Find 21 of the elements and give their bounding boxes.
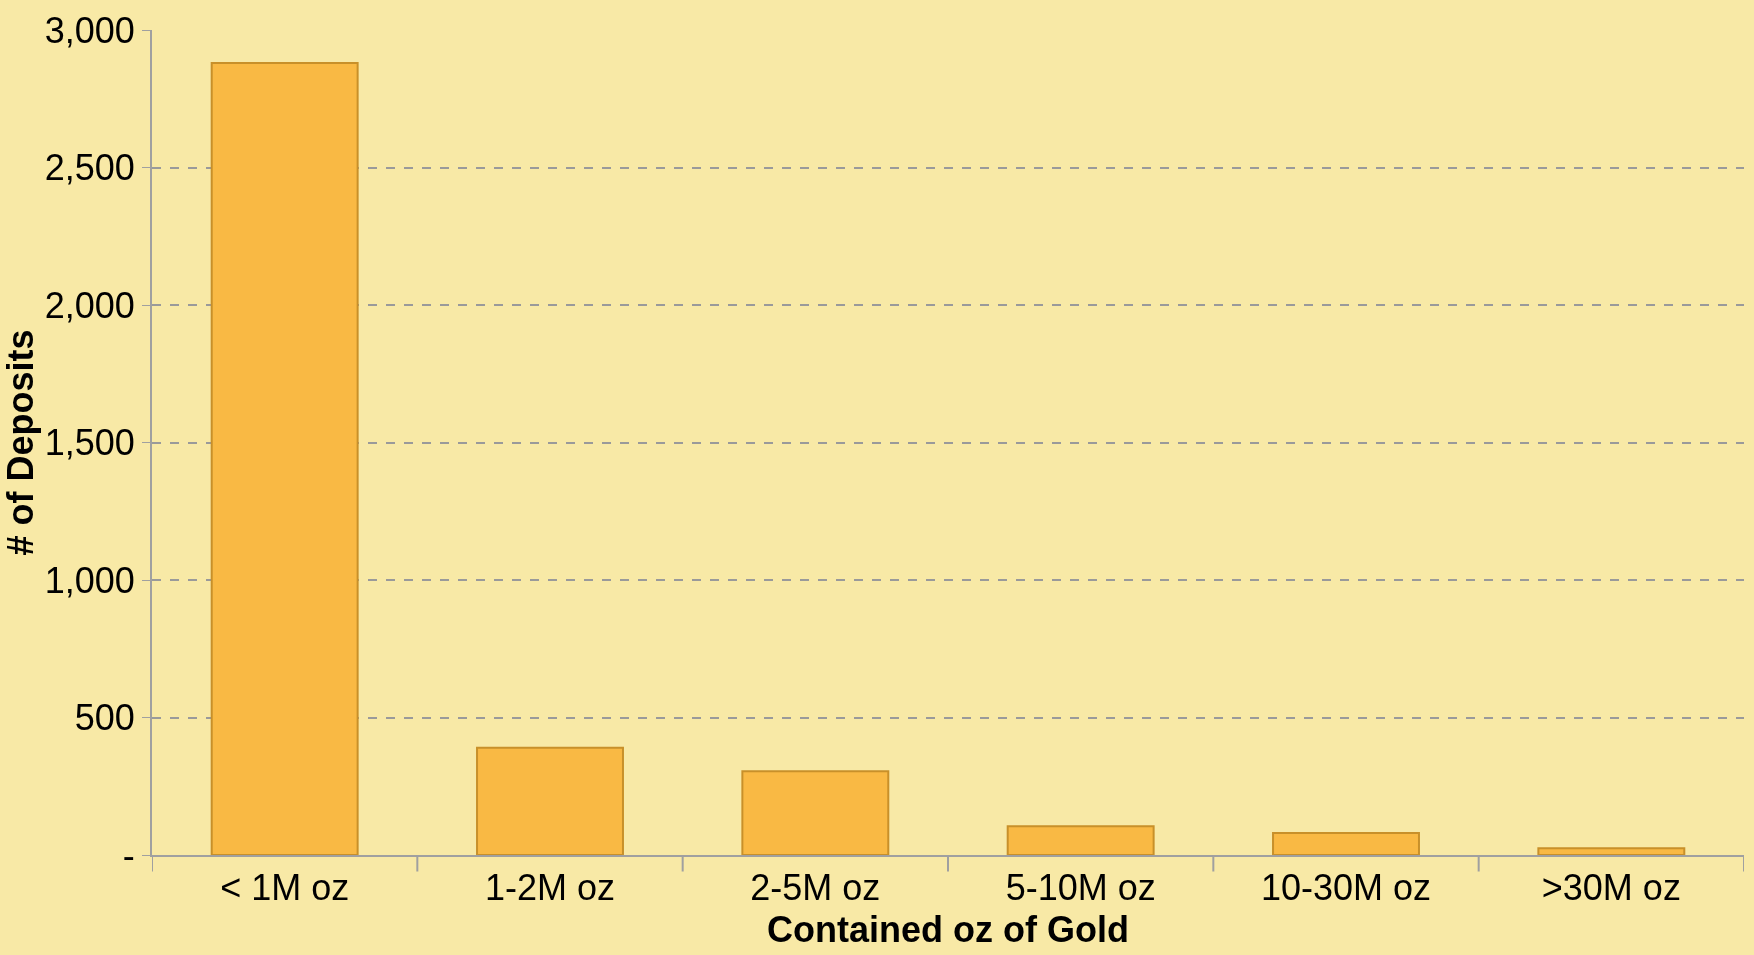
bar bbox=[1272, 832, 1420, 855]
bar bbox=[1006, 825, 1155, 855]
x-tick-label: < 1M oz bbox=[220, 867, 350, 909]
bar bbox=[476, 746, 624, 855]
bar bbox=[1537, 847, 1686, 855]
x-axis-title: Contained oz of Gold bbox=[767, 909, 1129, 951]
x-tick-label: 2-5M oz bbox=[750, 867, 881, 909]
bar bbox=[210, 62, 359, 855]
x-tick-label: >30M oz bbox=[1541, 867, 1681, 909]
y-axis-title: # of Deposits bbox=[0, 329, 41, 556]
y-tick-label: - bbox=[122, 834, 135, 876]
y-tick-label: 500 bbox=[74, 697, 135, 739]
bar bbox=[741, 770, 890, 855]
y-tick-label: 3,000 bbox=[44, 9, 135, 51]
x-tick-label: 1-2M oz bbox=[484, 867, 616, 909]
y-tick-label: 1,500 bbox=[44, 422, 135, 464]
x-tick-label: 10-30M oz bbox=[1260, 867, 1432, 909]
y-tick-label: 1,000 bbox=[44, 559, 135, 601]
y-tick-label: 2,500 bbox=[44, 147, 135, 189]
x-tick-label: 5-10M oz bbox=[1005, 867, 1156, 909]
y-tick-label: 2,000 bbox=[44, 284, 135, 326]
